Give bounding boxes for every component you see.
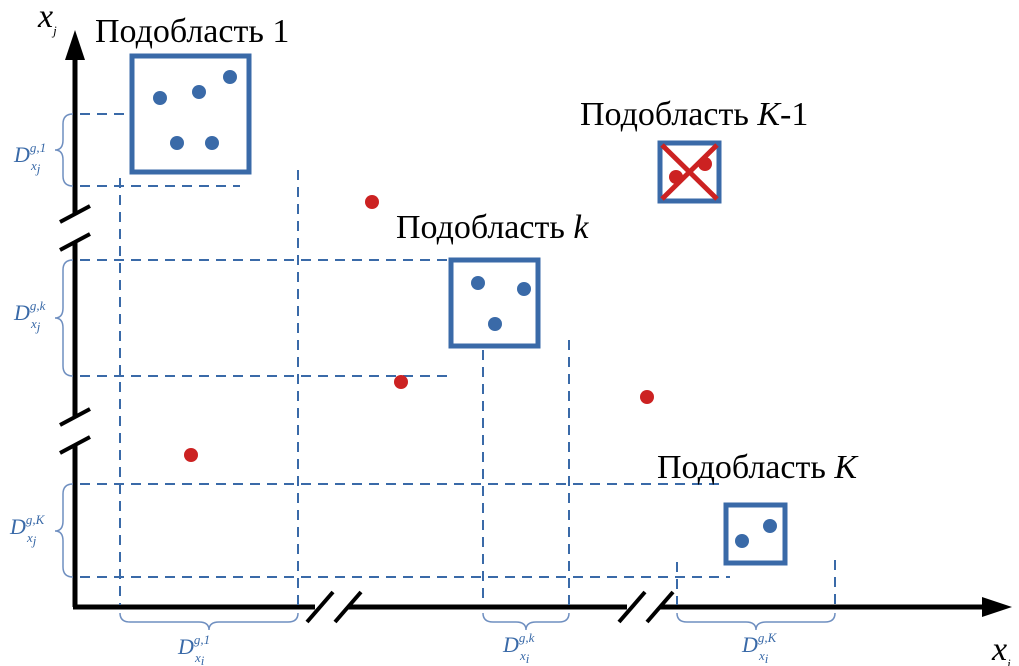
point	[153, 91, 167, 105]
interval-label-y-1: Dg,1 xj	[13, 140, 46, 176]
point	[763, 519, 777, 533]
subregion-K-box	[723, 502, 788, 566]
point	[488, 317, 502, 331]
guide-lines	[80, 113, 836, 605]
y-axis-break-mark	[59, 204, 91, 224]
interval-label-y-K: Dg,K xj	[9, 512, 46, 548]
points-inside	[153, 70, 777, 548]
point	[205, 136, 219, 150]
interval-label-x-k: Dg,k xi	[502, 630, 535, 666]
point	[640, 390, 654, 404]
y-axis-title: xj	[37, 0, 57, 38]
interval-label-x-K: Dg,K xi	[741, 630, 778, 666]
y-axis-arrow-icon	[65, 30, 85, 60]
points-outside	[184, 157, 712, 462]
brace-y-k	[54, 259, 74, 377]
point	[223, 70, 237, 84]
x-axis-break-mark	[305, 590, 335, 624]
brace-y-1	[54, 113, 74, 187]
cross-line	[660, 143, 719, 201]
brace-x-k	[482, 612, 570, 631]
subregion-1-title: Подобласть 1	[95, 13, 289, 50]
subregion-k-title: Подобласть k	[396, 209, 589, 246]
interval-label-x-1: Dg,1 xi	[177, 632, 210, 666]
point	[365, 195, 379, 209]
point	[192, 85, 206, 99]
y-braces	[54, 113, 74, 578]
subregion-K-title: Подобласть K	[657, 449, 859, 486]
cross-out-icon	[660, 143, 719, 201]
interval-label-y-k: Dg,k xj	[13, 298, 46, 334]
x-axis-break-mark	[645, 590, 675, 624]
subregion-boxes	[129, 53, 788, 566]
subregion-1-box	[129, 53, 252, 175]
subregion-k-1-title: Подобласть K-1	[580, 96, 808, 133]
subregion-k-1-box	[657, 140, 722, 204]
point	[735, 534, 749, 548]
point	[394, 375, 408, 389]
point	[170, 136, 184, 150]
x-axis-arrow-icon	[982, 597, 1012, 617]
brace-y-K	[54, 483, 74, 578]
x-axis-title: xi	[991, 631, 1011, 666]
x-interval-labels: Dg,1 xi Dg,k xi Dg,K xi	[177, 630, 778, 666]
brace-x-1	[119, 612, 299, 631]
axes	[59, 30, 1012, 624]
subregion-k-box	[448, 257, 541, 349]
point	[184, 448, 198, 462]
x-axis-break-mark	[333, 590, 363, 624]
x-braces	[119, 612, 836, 631]
x-axis-break-mark	[617, 590, 647, 624]
brace-x-K	[676, 612, 836, 631]
point	[471, 276, 485, 290]
y-axis-break-mark	[59, 435, 91, 455]
y-axis-break-mark	[59, 232, 91, 252]
point	[698, 157, 712, 171]
point	[669, 170, 683, 184]
y-axis-break-mark	[59, 407, 91, 427]
point	[517, 282, 531, 296]
y-interval-labels: Dg,1 xj Dg,k xj Dg,K xj	[9, 140, 46, 548]
